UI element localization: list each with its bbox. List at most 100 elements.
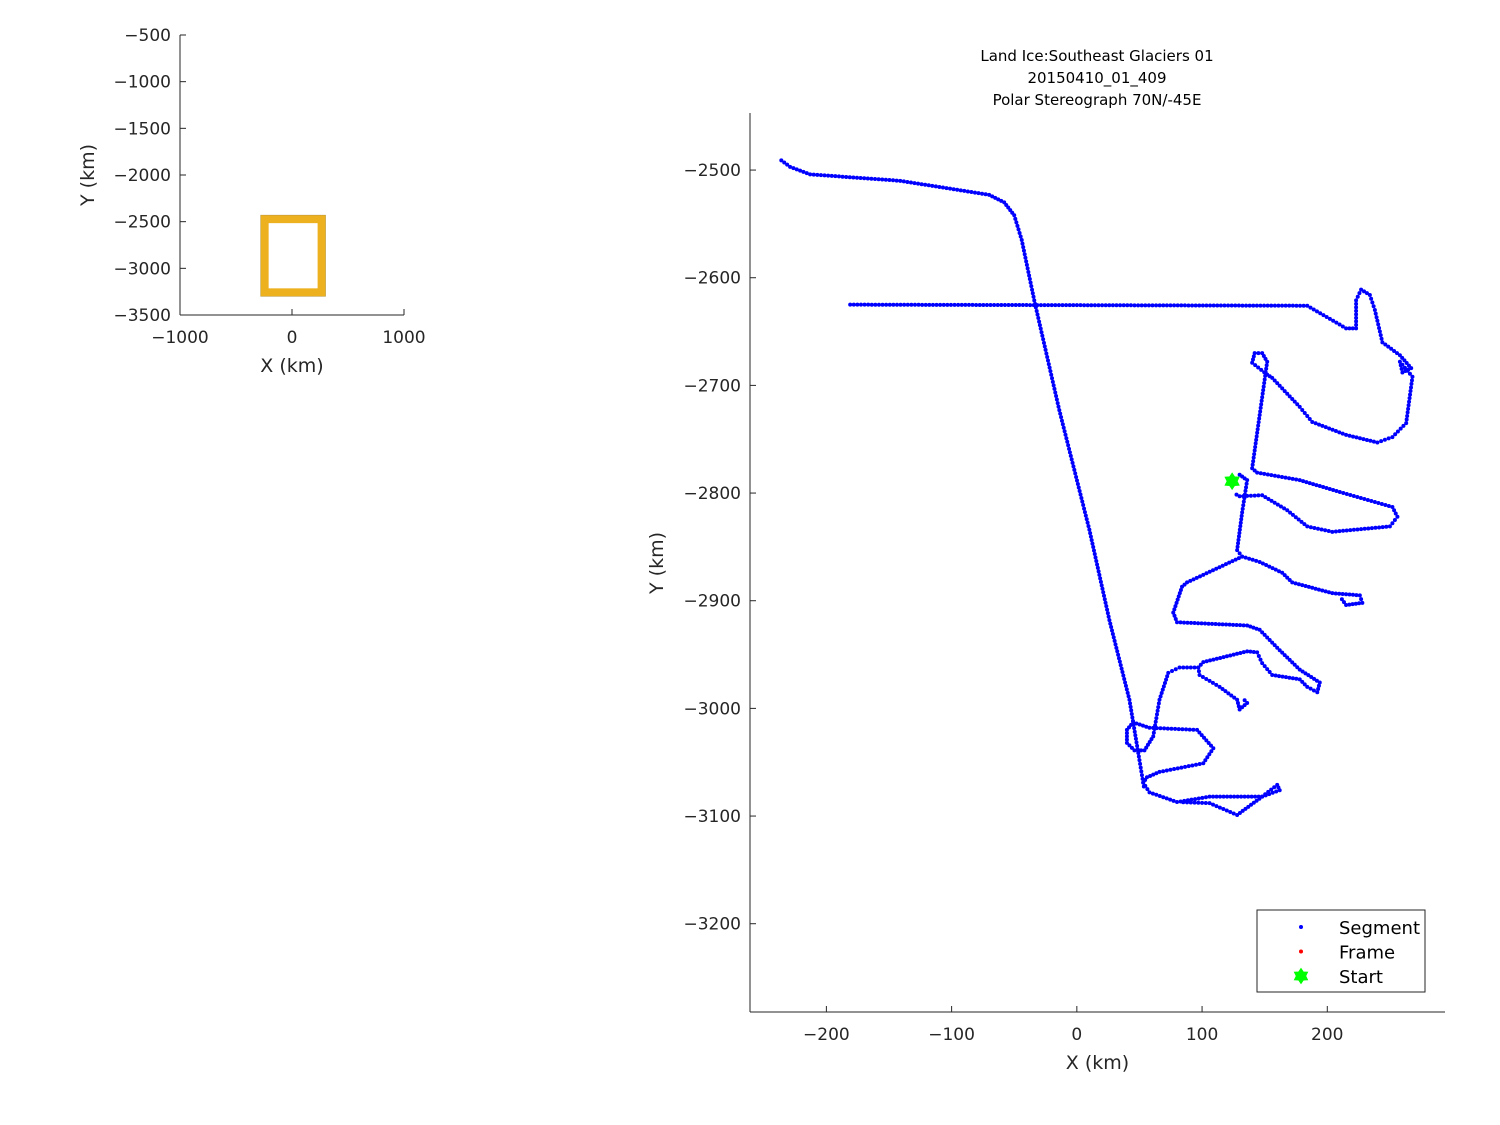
segment-point <box>1330 591 1335 596</box>
segment-point <box>1097 572 1102 577</box>
segment-point <box>905 179 910 184</box>
segment-point <box>1126 694 1131 699</box>
y-tick-label: −1500 <box>113 119 171 139</box>
segment-point <box>1245 623 1250 628</box>
segment-point <box>891 302 896 307</box>
segment-point <box>1277 383 1282 388</box>
segment-point <box>912 181 917 186</box>
segment-point <box>1364 437 1369 442</box>
segment-point <box>1240 510 1245 515</box>
segment-point <box>869 302 874 307</box>
segment-point <box>1250 462 1255 467</box>
segment-point <box>1067 446 1072 451</box>
segment-point <box>1193 303 1198 308</box>
segment-point <box>1242 698 1247 703</box>
segment-point <box>1285 508 1290 513</box>
segment-point <box>916 181 921 186</box>
segment-point <box>1071 303 1076 308</box>
segment-point <box>1137 758 1142 763</box>
segment-point <box>1124 687 1129 692</box>
segment-point <box>1215 303 1220 308</box>
segment-point <box>1266 789 1271 794</box>
segment-point <box>1073 471 1078 476</box>
segment-point <box>1211 657 1216 662</box>
segment-point <box>1122 676 1127 681</box>
segment-point <box>1235 701 1240 706</box>
segment-point <box>1197 730 1202 735</box>
segment-point <box>1072 467 1077 472</box>
segment-point <box>1091 545 1096 550</box>
segment-point <box>1320 423 1325 428</box>
segment-point <box>1370 300 1375 305</box>
segment-point <box>1312 525 1317 530</box>
segment-point <box>1334 320 1339 325</box>
segment-point <box>1263 495 1268 500</box>
segment-point <box>1050 376 1055 381</box>
segment-point <box>1380 525 1385 530</box>
segment-point <box>1248 649 1253 654</box>
segment-point <box>1310 419 1315 424</box>
segment-point <box>1387 524 1392 529</box>
segment-point <box>1165 726 1170 731</box>
segment-point <box>1059 418 1064 423</box>
segment-point <box>876 302 881 307</box>
segment-point <box>1187 727 1192 732</box>
segment-point <box>1214 566 1219 571</box>
segment-point <box>1186 764 1191 769</box>
segment-point <box>1079 496 1084 501</box>
segment-point <box>1344 491 1349 496</box>
segment-point <box>1275 645 1280 650</box>
segment-point <box>1386 344 1391 349</box>
segment-point <box>1142 748 1147 753</box>
segment-point <box>1287 675 1292 680</box>
segment-point <box>1172 607 1177 612</box>
segment-point <box>1024 303 1029 308</box>
x-tick-label: 200 <box>1311 1025 1343 1045</box>
segment-point <box>1252 448 1257 453</box>
segment-point <box>1347 602 1352 607</box>
segment-point <box>1247 303 1252 308</box>
segment-point <box>1351 493 1356 498</box>
segment-point <box>1242 496 1247 501</box>
segment-point <box>1133 736 1138 741</box>
segment-point <box>1252 452 1257 457</box>
start-marker <box>1224 472 1240 491</box>
segment-point <box>1311 307 1316 312</box>
segment-point <box>1204 738 1209 743</box>
segment-point <box>1369 499 1374 504</box>
segment-point <box>1263 370 1268 375</box>
segment-point <box>1282 389 1287 394</box>
segment-point <box>919 182 924 187</box>
segment-point <box>1085 303 1090 308</box>
segment-point <box>1173 667 1178 672</box>
segment-point <box>1260 661 1265 666</box>
segment-point <box>1150 791 1155 796</box>
segment-point <box>1021 245 1026 250</box>
segment-point <box>1160 687 1165 692</box>
segment-point <box>1206 621 1211 626</box>
segment-point <box>1047 365 1052 370</box>
segment-point <box>988 302 993 307</box>
segment-point <box>829 173 834 178</box>
segment-point <box>1196 796 1201 801</box>
segment-point <box>1392 508 1397 513</box>
segment-point <box>1101 590 1106 595</box>
segment-point <box>1081 503 1086 508</box>
segment-point <box>1139 773 1144 778</box>
segment-point <box>1344 528 1349 533</box>
segment-point <box>1128 303 1133 308</box>
segment-point <box>1132 729 1137 734</box>
segment-point <box>983 192 988 197</box>
segment-point <box>808 172 813 177</box>
segment-point <box>927 302 932 307</box>
segment-point <box>1132 726 1137 731</box>
segment-point <box>1377 329 1382 334</box>
segment-point <box>1095 562 1100 567</box>
segment-point <box>1256 420 1261 425</box>
segment-point <box>1196 669 1201 674</box>
segment-point <box>1241 623 1246 628</box>
segment-point <box>1258 471 1263 476</box>
segment-point <box>1089 303 1094 308</box>
segment-point <box>1386 504 1391 509</box>
segment-point <box>1228 653 1233 658</box>
